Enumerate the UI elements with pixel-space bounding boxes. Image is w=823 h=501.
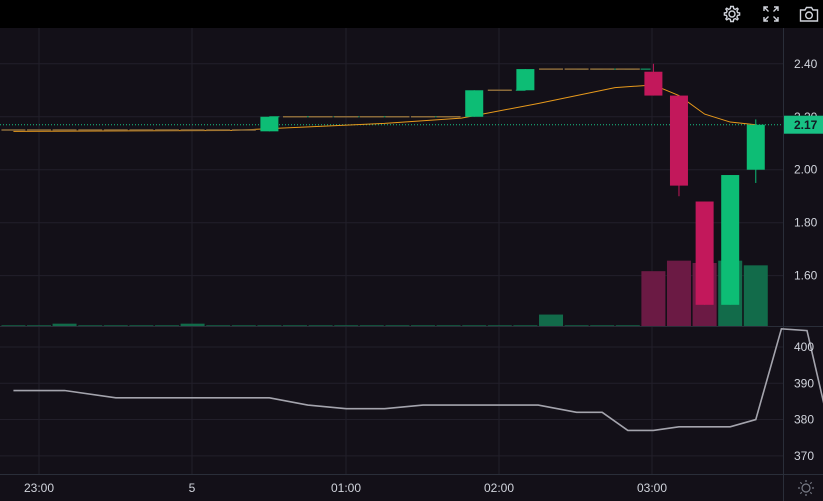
volume-bar [564, 325, 589, 326]
volume-bar [103, 325, 128, 326]
volume-bar [334, 325, 359, 326]
indicator-tick-label: 380 [794, 413, 814, 427]
top-toolbar [0, 0, 823, 28]
candle[interactable] [465, 90, 484, 117]
time-tick-label: 01:00 [331, 481, 361, 495]
volume-bar [282, 325, 307, 326]
volume-bar [513, 325, 538, 326]
candle[interactable] [695, 201, 714, 305]
price-tick-label: 1.80 [794, 216, 818, 230]
volume-bar [206, 325, 231, 326]
volume-bar [78, 325, 103, 326]
volume-bar [462, 325, 487, 326]
volume-bar [129, 325, 154, 326]
time-tick-label: 02:00 [484, 481, 514, 495]
price-chart[interactable]: 2.402.202.001.801.602.1740039038037023:0… [0, 28, 823, 501]
time-tick-label: 23:00 [24, 481, 54, 495]
price-tick-label: 2.00 [794, 163, 818, 177]
volume-bar [411, 325, 435, 326]
volume-bar [359, 325, 384, 326]
volume-bar [52, 323, 77, 326]
volume-bar [27, 325, 51, 326]
candle[interactable] [644, 71, 663, 96]
volume-bar [615, 325, 640, 326]
axis-settings-icon[interactable] [798, 480, 814, 496]
volume-bar [1, 325, 26, 326]
price-tick-label: 1.60 [794, 269, 818, 283]
price-tick-label: 2.40 [794, 57, 818, 71]
time-tick-label: 03:00 [637, 481, 667, 495]
candle[interactable] [721, 175, 740, 305]
indicator-tick-label: 390 [794, 376, 814, 390]
volume-bar [257, 325, 282, 326]
volume-bar [385, 325, 410, 326]
last-price-label: 2.17 [794, 118, 818, 132]
volume-bar [641, 271, 666, 326]
candle[interactable] [260, 116, 279, 132]
indicator-tick-label: 400 [794, 340, 814, 354]
volume-bar [666, 260, 691, 326]
candle[interactable] [746, 124, 765, 170]
camera-icon [799, 6, 819, 22]
gear-icon [723, 5, 741, 23]
candle[interactable] [516, 69, 535, 91]
indicator-tick-label: 370 [794, 449, 814, 463]
volume-bar [308, 325, 333, 326]
volume-bar [487, 325, 512, 326]
volume-bar [180, 323, 205, 326]
volume-bar [231, 325, 256, 326]
screenshot-button[interactable] [795, 1, 823, 27]
volume-bar [436, 325, 461, 326]
indicator-line [13, 327, 823, 432]
volume-bar [539, 314, 564, 326]
candle[interactable] [669, 95, 688, 186]
time-tick-label: 5 [189, 481, 196, 495]
volume-bar [155, 325, 180, 326]
volume-bar [743, 265, 768, 326]
settings-button[interactable] [718, 1, 746, 27]
fullscreen-button[interactable] [757, 1, 785, 27]
last-price-badge [784, 115, 823, 134]
volume-bar [590, 325, 615, 326]
fullscreen-icon [763, 6, 779, 22]
